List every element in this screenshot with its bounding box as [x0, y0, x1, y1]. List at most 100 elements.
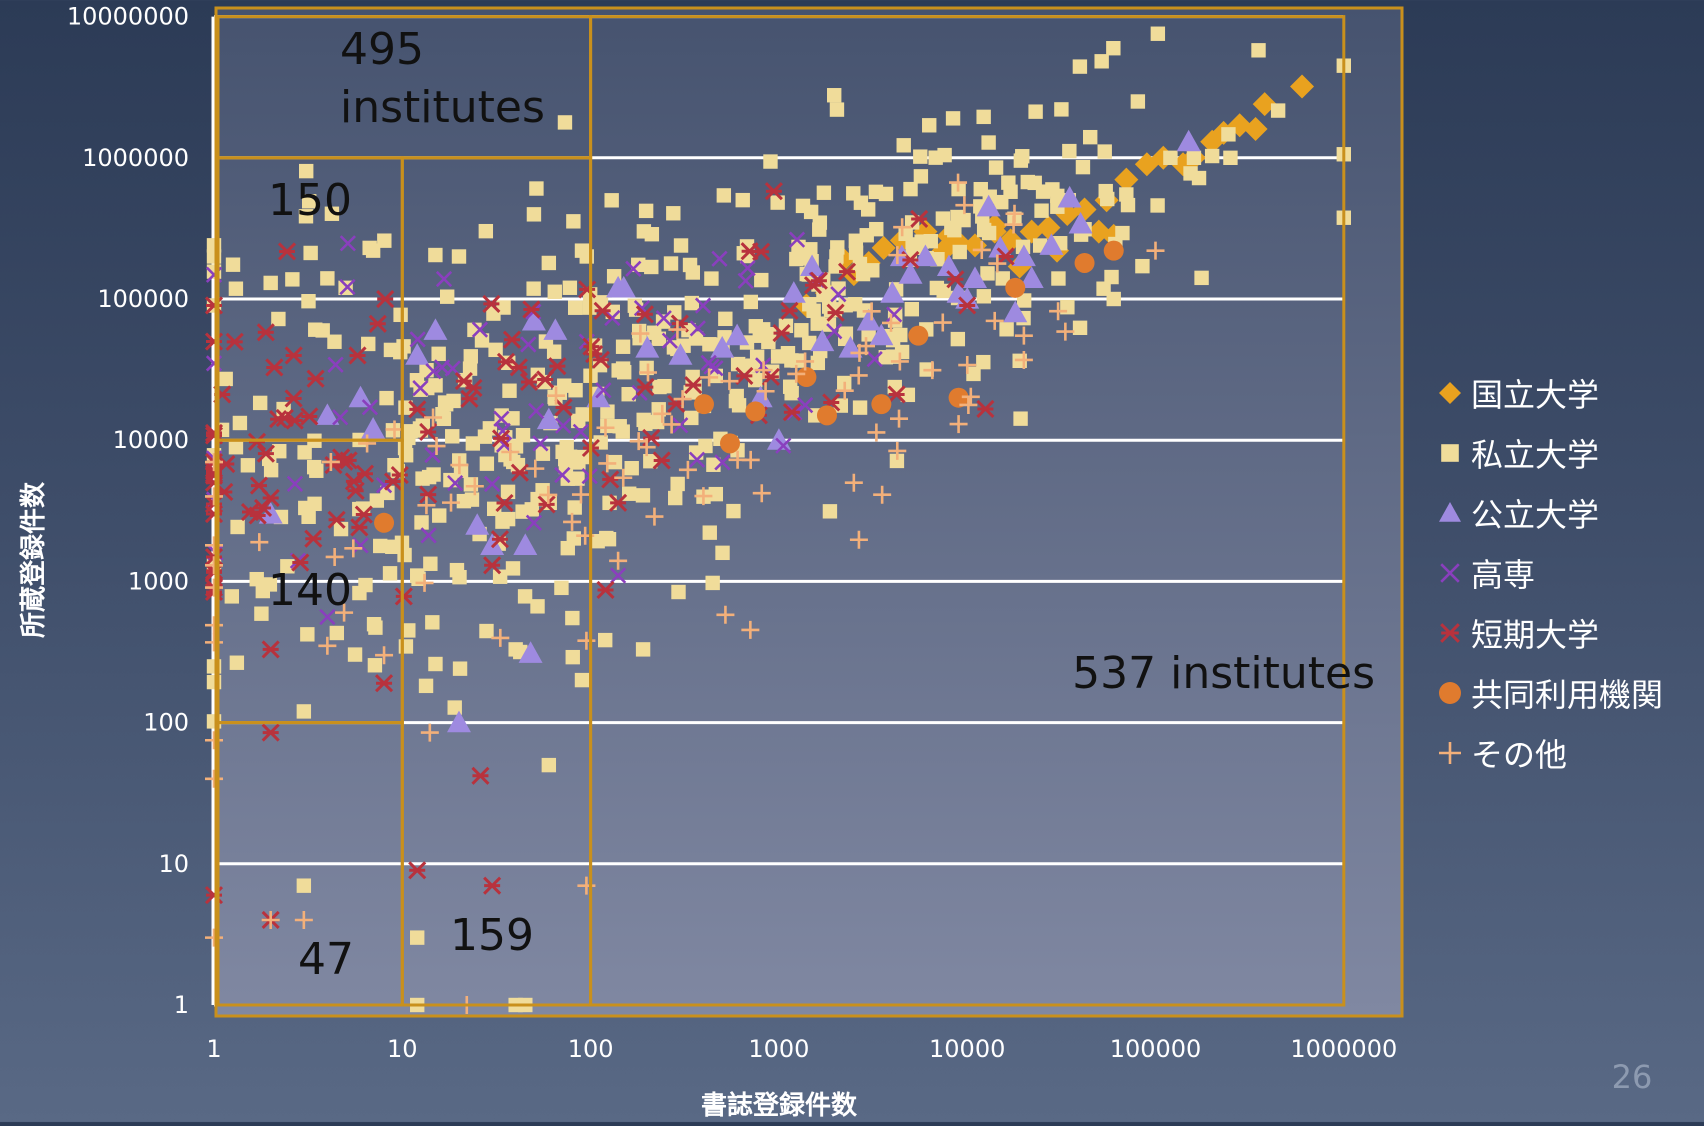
region-count-label: 537 institutes — [1072, 648, 1375, 699]
x-tick-label: 100000 — [1110, 1035, 1202, 1063]
data-point-other — [205, 731, 223, 750]
data-point-private — [565, 649, 580, 665]
data-point-other — [678, 460, 697, 479]
data-point-other — [720, 372, 739, 391]
data-point-private — [1034, 203, 1049, 218]
data-point-private — [303, 245, 318, 261]
data-point-kosen — [788, 231, 806, 248]
data-point-private — [1120, 197, 1136, 213]
y-tick-label: 100000 — [97, 285, 189, 313]
data-point-private — [937, 147, 952, 163]
data-point-private — [297, 445, 312, 460]
data-point-other — [596, 418, 615, 437]
data-point-junior_college — [285, 411, 304, 430]
data-point-private — [228, 281, 244, 296]
legend-marker-national — [1439, 382, 1461, 404]
series-inter_univ — [374, 240, 1124, 533]
legend-item: 共同利用機関 — [1439, 676, 1663, 714]
data-point-other — [796, 352, 815, 371]
data-point-private — [1001, 175, 1016, 190]
data-point-junior_college — [419, 485, 438, 504]
legend-marker-public — [1439, 502, 1461, 522]
data-point-private — [446, 393, 461, 409]
data-point-private — [981, 135, 996, 150]
data-point-other — [547, 386, 566, 405]
data-point-private — [568, 383, 583, 398]
data-point-private — [1054, 102, 1069, 117]
y-tick-label: 100 — [143, 709, 189, 737]
data-point-private — [285, 272, 300, 287]
data-point-private — [1150, 26, 1166, 41]
data-point-public — [880, 281, 905, 303]
data-point-kosen — [447, 474, 464, 492]
data-point-other — [668, 320, 687, 339]
data-point-other — [335, 603, 354, 622]
data-point-private — [410, 930, 425, 945]
data-point-kosen — [471, 321, 489, 338]
data-point-other — [752, 484, 771, 503]
data-point-other — [205, 536, 223, 555]
data-point-kosen — [826, 323, 843, 340]
data-point-private — [848, 233, 864, 248]
data-point-junior_college — [256, 444, 275, 463]
data-point-private — [810, 316, 825, 331]
data-point-private — [936, 283, 951, 299]
data-point-private — [1150, 198, 1165, 213]
data-point-private — [541, 757, 557, 773]
data-point-private — [848, 245, 864, 260]
region-count-label: 495 — [340, 24, 424, 75]
data-point-private — [708, 486, 724, 502]
data-point-kosen — [689, 320, 706, 337]
data-point-other — [318, 636, 337, 655]
data-point-kosen — [554, 466, 571, 484]
data-point-private — [462, 361, 478, 376]
data-point-junior_college — [483, 556, 502, 575]
data-point-private — [515, 504, 530, 519]
data-point-kosen — [739, 259, 756, 277]
data-point-junior_college — [225, 332, 244, 351]
data-point-kosen — [339, 278, 356, 296]
data-point-private — [761, 334, 776, 350]
data-point-private — [644, 227, 660, 242]
data-point-private — [770, 195, 785, 210]
data-point-national — [1252, 92, 1277, 117]
data-point-junior_college — [261, 723, 280, 742]
data-point-private — [716, 188, 732, 203]
data-point-private — [557, 115, 573, 130]
data-point-inter_univ — [1103, 240, 1124, 261]
data-point-private — [995, 271, 1010, 286]
data-point-junior_college — [772, 324, 791, 343]
data-point-private — [829, 249, 844, 264]
data-point-junior_college — [537, 495, 556, 514]
data-point-private — [945, 111, 961, 126]
data-point-other — [465, 477, 484, 496]
data-point-other — [958, 356, 977, 375]
data-point-junior_college — [519, 372, 539, 392]
data-point-junior_college — [996, 247, 1015, 266]
data-point-private — [600, 418, 615, 434]
data-point-junior_college — [284, 389, 303, 408]
data-point-private — [255, 583, 271, 599]
data-point-other — [205, 487, 223, 506]
legend-label: 共同利用機関 — [1471, 676, 1663, 714]
data-point-private — [477, 429, 493, 444]
data-point-kosen — [319, 608, 336, 626]
data-point-private — [643, 453, 658, 469]
data-point-public — [258, 502, 283, 524]
data-point-other — [205, 928, 223, 947]
data-point-junior_college — [261, 640, 280, 659]
region-count-label: 150 — [268, 175, 352, 226]
data-point-other — [571, 485, 590, 504]
data-point-private — [673, 238, 689, 253]
region-labels: 495 institutes 150 140 537 institutes 159 47 — [268, 24, 1375, 985]
series-public — [258, 129, 1201, 733]
data-point-private — [726, 503, 741, 519]
data-point-private — [913, 149, 928, 164]
data-point-private — [684, 410, 699, 426]
data-point-private — [515, 427, 531, 443]
x-tick-label: 1000 — [748, 1035, 809, 1063]
data-point-private — [1072, 59, 1088, 74]
data-point-junior_college — [247, 432, 267, 451]
region-count-label: 159 — [450, 910, 534, 961]
data-point-other — [631, 324, 650, 343]
